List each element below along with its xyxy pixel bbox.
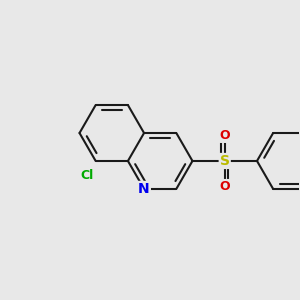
Text: Cl: Cl — [80, 169, 94, 182]
Text: O: O — [219, 129, 230, 142]
Text: N: N — [138, 182, 150, 196]
Text: O: O — [219, 180, 230, 193]
Text: S: S — [220, 154, 230, 168]
